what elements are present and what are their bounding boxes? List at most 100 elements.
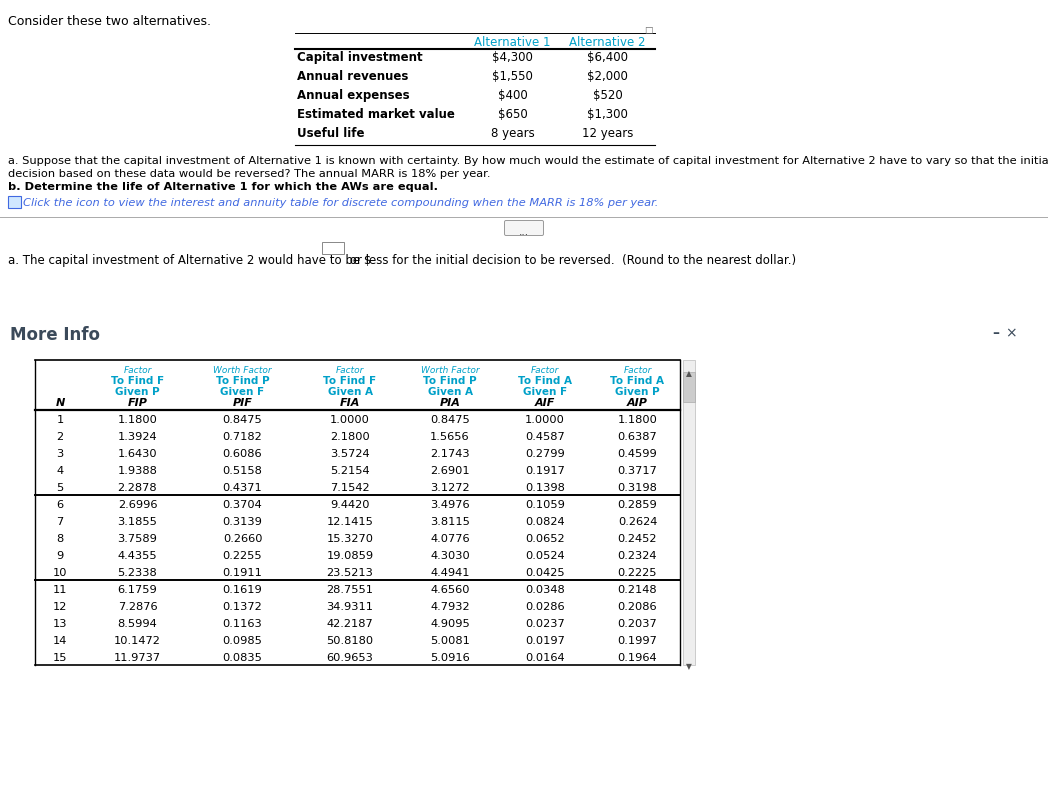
Text: 0.0824: 0.0824 xyxy=(525,516,565,526)
Text: 4.9095: 4.9095 xyxy=(430,618,470,628)
Text: 0.4599: 0.4599 xyxy=(617,448,657,459)
Bar xyxy=(683,361,695,665)
Text: 19.0859: 19.0859 xyxy=(326,550,373,560)
Text: ×: × xyxy=(1005,325,1017,340)
Text: 0.1619: 0.1619 xyxy=(222,585,262,594)
Text: $4,300: $4,300 xyxy=(493,51,533,64)
Text: AIF: AIF xyxy=(534,397,555,407)
Text: 0.0164: 0.0164 xyxy=(525,652,565,662)
Text: To Find P: To Find P xyxy=(216,376,269,385)
Text: 4.4355: 4.4355 xyxy=(117,550,157,560)
Text: decision based on these data would be reversed? The annual MARR is 18% per year.: decision based on these data would be re… xyxy=(8,169,490,179)
Text: 8.5994: 8.5994 xyxy=(117,618,157,628)
Text: 9: 9 xyxy=(57,550,64,560)
Text: 0.1372: 0.1372 xyxy=(222,601,262,611)
Text: 3.1855: 3.1855 xyxy=(117,516,157,526)
Text: More Info: More Info xyxy=(10,325,100,344)
Text: or less for the initial decision to be reversed.  (Round to the nearest dollar.): or less for the initial decision to be r… xyxy=(346,254,796,267)
Text: 0.6387: 0.6387 xyxy=(617,431,657,442)
Text: $650: $650 xyxy=(498,108,527,120)
Text: $520: $520 xyxy=(592,89,623,102)
Text: Factor: Factor xyxy=(531,365,560,374)
Text: 1.5656: 1.5656 xyxy=(430,431,470,442)
Text: FIA: FIA xyxy=(340,397,361,407)
Text: 0.3198: 0.3198 xyxy=(617,483,657,492)
Text: 3.8115: 3.8115 xyxy=(430,516,470,526)
Bar xyxy=(322,243,344,255)
Text: 42.2187: 42.2187 xyxy=(327,618,373,628)
Text: 1.1800: 1.1800 xyxy=(617,414,657,425)
Text: 0.1059: 0.1059 xyxy=(525,499,565,509)
Text: 4: 4 xyxy=(57,466,64,475)
Text: PIA: PIA xyxy=(439,397,460,407)
Text: 1.0000: 1.0000 xyxy=(330,414,370,425)
Text: 8 years: 8 years xyxy=(490,127,534,140)
Text: ...: ... xyxy=(519,226,529,237)
Text: $1,550: $1,550 xyxy=(493,70,533,83)
Text: 0.7182: 0.7182 xyxy=(222,431,262,442)
Text: 4.3030: 4.3030 xyxy=(430,550,470,560)
Text: N: N xyxy=(56,397,65,407)
Text: 3.1272: 3.1272 xyxy=(430,483,470,492)
Text: AIP: AIP xyxy=(627,397,648,407)
Text: 0.0197: 0.0197 xyxy=(525,635,565,645)
Text: 2.2878: 2.2878 xyxy=(117,483,157,492)
Text: 0.3704: 0.3704 xyxy=(222,499,262,509)
Text: 23.5213: 23.5213 xyxy=(327,567,373,577)
Text: 0.3139: 0.3139 xyxy=(222,516,262,526)
Text: 0.0237: 0.0237 xyxy=(525,618,565,628)
Text: 0.4371: 0.4371 xyxy=(222,483,262,492)
Text: Estimated market value: Estimated market value xyxy=(297,108,455,120)
Text: Given F: Given F xyxy=(220,386,264,397)
Text: ▲: ▲ xyxy=(686,369,692,377)
Text: 5.0081: 5.0081 xyxy=(430,635,470,645)
Text: 0.3717: 0.3717 xyxy=(617,466,657,475)
Text: 0.2037: 0.2037 xyxy=(617,618,657,628)
Text: Consider these two alternatives.: Consider these two alternatives. xyxy=(8,15,211,28)
Text: 3.4976: 3.4976 xyxy=(430,499,470,509)
Text: □: □ xyxy=(645,26,653,35)
Text: $6,400: $6,400 xyxy=(587,51,628,64)
Text: Given F: Given F xyxy=(523,386,567,397)
Bar xyxy=(683,373,695,402)
Text: 0.0524: 0.0524 xyxy=(525,550,565,560)
Text: –: – xyxy=(992,325,999,340)
Text: Factor: Factor xyxy=(624,365,652,374)
Text: 11.9737: 11.9737 xyxy=(114,652,161,662)
Text: 0.4587: 0.4587 xyxy=(525,431,565,442)
Text: 7.1542: 7.1542 xyxy=(330,483,370,492)
Text: Given A: Given A xyxy=(327,386,372,397)
Text: 0.8475: 0.8475 xyxy=(430,414,470,425)
Text: 4.4941: 4.4941 xyxy=(431,567,470,577)
Text: 0.0652: 0.0652 xyxy=(525,533,565,544)
Text: 12 years: 12 years xyxy=(582,127,633,140)
Text: a. Suppose that the capital investment of Alternative 1 is known with certainty.: a. Suppose that the capital investment o… xyxy=(8,156,1048,165)
Text: Annual revenues: Annual revenues xyxy=(297,70,409,83)
Text: 12: 12 xyxy=(52,601,67,611)
Text: 0.1997: 0.1997 xyxy=(617,635,657,645)
Text: 6: 6 xyxy=(57,499,64,509)
Text: 1: 1 xyxy=(57,414,64,425)
Text: 0.0835: 0.0835 xyxy=(222,652,262,662)
Text: Alternative 2: Alternative 2 xyxy=(569,36,646,49)
Text: Annual expenses: Annual expenses xyxy=(297,89,410,102)
Text: 2.6901: 2.6901 xyxy=(430,466,470,475)
Text: 0.5158: 0.5158 xyxy=(222,466,262,475)
Text: 0.1911: 0.1911 xyxy=(222,567,262,577)
Text: Worth Factor: Worth Factor xyxy=(213,365,271,374)
Text: 7.2876: 7.2876 xyxy=(117,601,157,611)
Text: 0.2324: 0.2324 xyxy=(617,550,657,560)
Text: 0.2660: 0.2660 xyxy=(223,533,262,544)
Text: 0.0286: 0.0286 xyxy=(525,601,565,611)
Text: 5.2338: 5.2338 xyxy=(117,567,157,577)
Text: 60.9653: 60.9653 xyxy=(327,652,373,662)
Text: Factor: Factor xyxy=(335,365,365,374)
Text: 6.1759: 6.1759 xyxy=(117,585,157,594)
Text: 9.4420: 9.4420 xyxy=(330,499,370,509)
Text: 3.7589: 3.7589 xyxy=(117,533,157,544)
Text: Factor: Factor xyxy=(124,365,152,374)
Text: 7: 7 xyxy=(57,516,64,526)
Text: FIP: FIP xyxy=(128,397,148,407)
Text: 5.2154: 5.2154 xyxy=(330,466,370,475)
Text: 50.8180: 50.8180 xyxy=(326,635,373,645)
